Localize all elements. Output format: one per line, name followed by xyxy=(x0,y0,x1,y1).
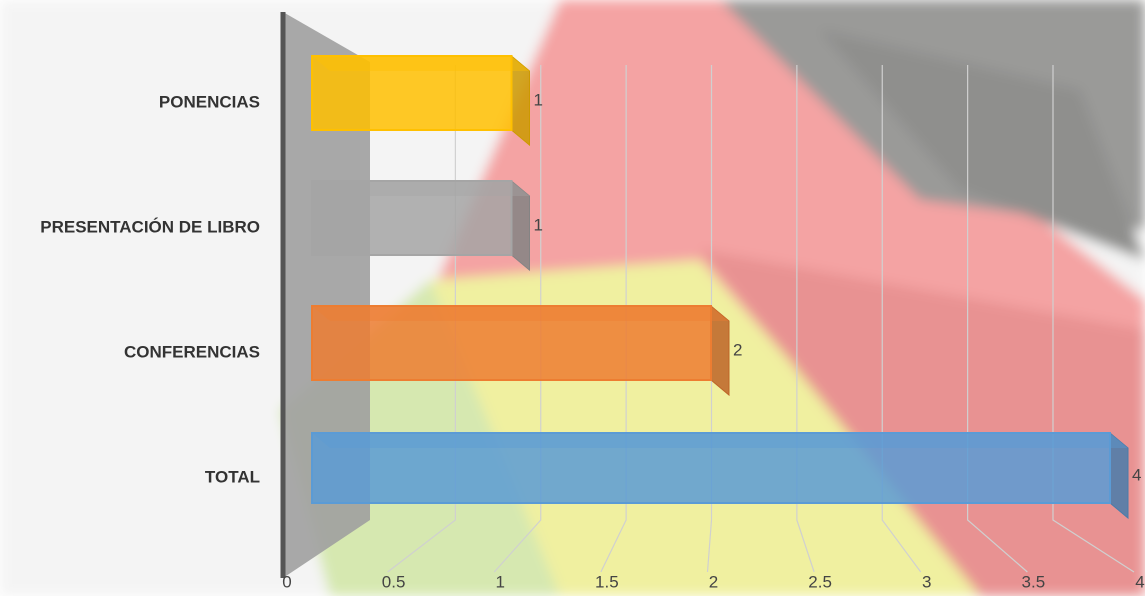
data-label: 1 xyxy=(534,90,543,109)
grid-line xyxy=(600,65,627,573)
grid-line xyxy=(1052,65,1135,573)
grid-line xyxy=(881,65,922,573)
bar xyxy=(311,305,712,381)
category-label: CONFERENCIAS xyxy=(124,342,260,361)
x-tick-label: 4 xyxy=(1135,572,1144,591)
grid-line xyxy=(493,65,542,573)
category-label: PONENCIAS xyxy=(159,92,260,111)
x-tick-label: 1 xyxy=(496,572,505,591)
data-label: 4 xyxy=(1132,465,1141,484)
grid-line xyxy=(967,65,1028,573)
bar xyxy=(311,180,513,256)
data-label: 2 xyxy=(733,340,742,359)
bar-group xyxy=(311,54,530,147)
x-tick-label: 0.5 xyxy=(382,572,406,591)
grid-line xyxy=(796,65,815,573)
category-label: PRESENTACIÓN DE LIBRO xyxy=(40,217,260,236)
bar xyxy=(311,432,1111,504)
bar-group xyxy=(311,304,730,397)
x-tick-label: 2.5 xyxy=(808,572,832,591)
x-tick-label: 3.5 xyxy=(1022,572,1046,591)
grid-line xyxy=(706,65,713,573)
category-label: TOTAL xyxy=(205,467,260,486)
x-tick-label: 2 xyxy=(709,572,718,591)
bar-group xyxy=(311,179,530,272)
bar-group xyxy=(311,431,1129,520)
bar xyxy=(311,55,513,131)
x-tick-label: 3 xyxy=(922,572,931,591)
x-tick-label: 0 xyxy=(282,572,291,591)
data-label: 1 xyxy=(534,215,543,234)
x-tick-label: 1.5 xyxy=(595,572,619,591)
